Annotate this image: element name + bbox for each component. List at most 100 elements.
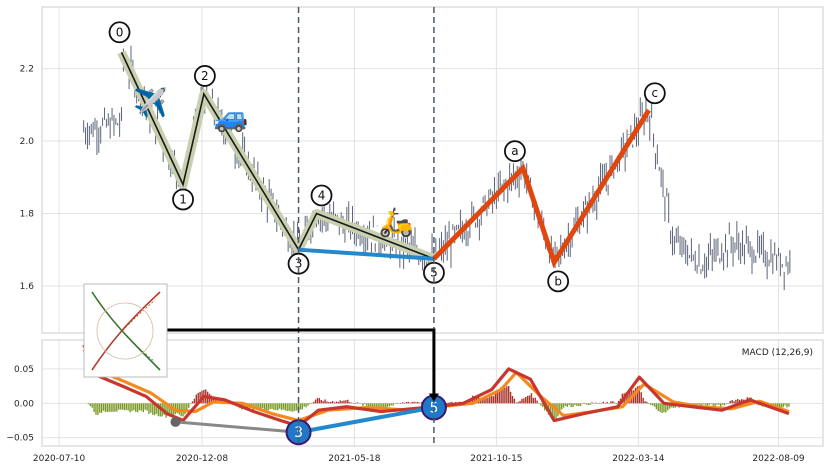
macd-hist-bar xyxy=(568,403,570,406)
macd-hist-bar xyxy=(598,403,601,404)
macd-gray-segment xyxy=(175,420,299,434)
macd-hist-bar xyxy=(195,394,198,404)
macd-hist-bar xyxy=(411,401,413,404)
wave-label-3: 3 xyxy=(295,257,303,271)
macd-hist-bar xyxy=(256,403,258,410)
wave-3-5-segment xyxy=(298,247,435,261)
macd-hist-bar xyxy=(99,403,101,413)
macd-hist-bar xyxy=(278,403,281,409)
macd-hist-bar xyxy=(600,402,603,404)
macd-hist-bar xyxy=(490,396,493,404)
macd-hist-bar xyxy=(292,403,294,412)
macd-hist-bar xyxy=(320,399,322,404)
macd-hist-bar xyxy=(786,403,788,408)
macd-hist-bar xyxy=(267,403,269,411)
macd-hist-bar xyxy=(131,403,133,412)
macd-hist-bar xyxy=(504,387,506,404)
macd-hist-bar xyxy=(271,403,273,409)
macd-hist-bar xyxy=(360,403,362,404)
macd-hist-bar xyxy=(316,397,319,404)
macd-hist-bar xyxy=(333,402,336,404)
macd-hist-bar xyxy=(290,403,292,412)
macd-hist-bar xyxy=(667,403,669,411)
macd-hist-bar xyxy=(258,403,260,409)
macd-hist-bar xyxy=(579,403,582,406)
macd-hist-bar xyxy=(576,403,578,406)
macd-hist-bar xyxy=(587,403,589,406)
macd-hist-bar xyxy=(513,398,516,404)
macd-hist-bar xyxy=(508,386,510,404)
macd-hist-bar xyxy=(169,403,171,417)
macd-hist-bar xyxy=(383,403,385,408)
macd-hist-bar xyxy=(492,396,495,404)
wave-label-circle xyxy=(287,252,310,275)
wave-label-b: b xyxy=(554,274,562,288)
macd-hist-bar xyxy=(417,401,419,404)
macd-hist-bar xyxy=(646,401,648,404)
macd-hist-bar xyxy=(733,401,735,404)
macd-hist-bar xyxy=(189,403,192,405)
macd-hist-bar xyxy=(485,396,487,404)
macd-hist-bar xyxy=(651,403,654,406)
macd-hist-bar xyxy=(473,396,476,404)
price-y-tick-label: 2.0 xyxy=(20,137,35,147)
macd-hist-bar xyxy=(167,403,169,416)
macd-gray-point xyxy=(170,416,181,427)
macd-hist-bar xyxy=(475,395,478,404)
macd-hist-bar xyxy=(405,401,408,404)
macd-hist-bar xyxy=(650,403,652,405)
macd-hist-bar xyxy=(706,403,709,406)
macd-hist-bar xyxy=(778,403,781,408)
macd-hist-bar xyxy=(390,403,393,406)
macd-hist-bar xyxy=(595,402,597,404)
macd-y-ticks: −0.05 0.00 0.05 xyxy=(6,365,34,444)
macd-hist-bar xyxy=(447,402,449,404)
macd-hist-bar xyxy=(521,398,523,404)
macd-hist-bar xyxy=(515,402,517,404)
macd-hist-bar xyxy=(210,395,213,404)
macd-hist-bar xyxy=(350,402,353,404)
macd-hist-bar xyxy=(578,403,580,407)
macd-hist-bar xyxy=(553,403,555,422)
macd-hist-bar xyxy=(708,403,711,405)
macd-hist-bar xyxy=(364,403,366,405)
macd-hist-bar xyxy=(653,403,656,407)
macd-hist-bar xyxy=(738,399,741,404)
macd-hist-bar xyxy=(627,390,629,404)
macd-hist-bar xyxy=(273,403,275,410)
macd-hist-bar xyxy=(498,388,500,404)
x-tick-label: 2021-10-15 xyxy=(470,454,522,464)
macd-hist-bar xyxy=(604,402,606,404)
macd-hist-bar xyxy=(366,403,368,406)
wave-label-1: 1 xyxy=(179,192,187,206)
macd-hist-bar xyxy=(305,403,307,408)
macd-hist-bar xyxy=(449,402,451,404)
macd-hist-bar xyxy=(307,403,309,406)
macd-hist-bar xyxy=(657,403,659,412)
macd-hist-bar xyxy=(286,403,288,412)
car-icon: 🚙 xyxy=(214,101,249,134)
macd-hist-bar xyxy=(324,399,326,404)
macd-hist-bar xyxy=(135,403,137,412)
macd-hist-bar xyxy=(502,385,504,404)
macd-hist-bar xyxy=(511,396,514,404)
wave-label-circle xyxy=(643,82,666,105)
macd-hist-bar xyxy=(570,403,572,408)
macd-hist-bar xyxy=(318,398,321,404)
macd-hist-bar xyxy=(294,403,296,411)
macd-hist-bar xyxy=(644,401,646,404)
macd-hist-bar xyxy=(119,403,122,410)
macd-hist-bar xyxy=(165,403,167,418)
macd-hist-bar xyxy=(299,403,302,410)
macd-hist-bar xyxy=(663,403,665,413)
macd-hist-bar xyxy=(335,401,338,404)
connector-arrowhead xyxy=(428,393,439,402)
macd-hist-bar xyxy=(127,403,129,411)
macd-hist-bar xyxy=(773,403,775,406)
macd-y-tick-label: 0.00 xyxy=(14,399,34,409)
macd-hist-bar xyxy=(564,403,567,406)
macd-hist-bar xyxy=(549,403,552,417)
macd-hist-bar xyxy=(277,403,279,411)
macd-hist-bar xyxy=(184,403,186,415)
macd-hist-bar xyxy=(343,400,345,404)
